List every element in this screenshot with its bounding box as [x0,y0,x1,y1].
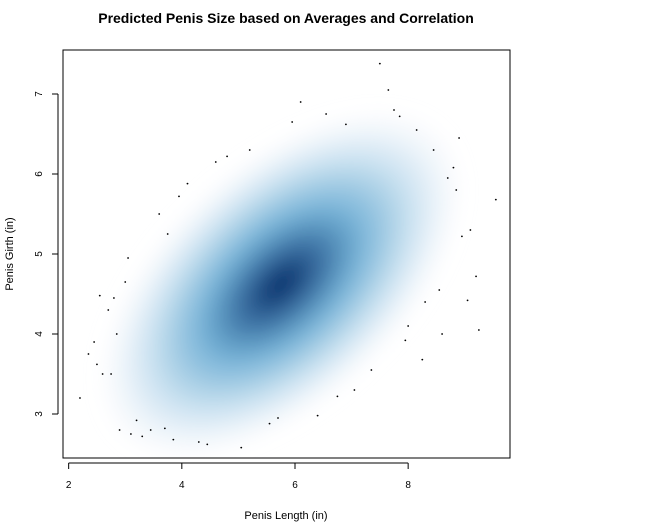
data-point [461,235,463,238]
data-point [466,299,469,302]
data-point [166,233,169,235]
data-point [353,389,356,391]
data-point [370,369,373,371]
y-tick-label: 4 [34,331,45,337]
x-tick-label: 6 [292,480,298,491]
data-point [172,438,175,441]
density-layer [101,112,460,457]
y-tick-label: 3 [34,411,45,417]
data-point [415,129,418,131]
data-point [206,443,209,446]
data-point [407,325,410,327]
data-point [316,414,319,417]
data-point [325,113,328,115]
x-tick-label: 2 [66,480,72,491]
x-tick-label: 8 [405,480,411,491]
data-point [393,109,395,111]
data-point [424,301,427,303]
data-point [135,419,138,422]
data-point [163,427,166,430]
data-point [469,229,472,231]
data-point [93,341,96,343]
data-point [79,397,81,399]
data-point [404,339,407,342]
y-axis-label: Penis Girth (in) [4,217,16,290]
data-point [186,182,189,185]
outlier-points [79,62,497,449]
data-point [455,189,458,191]
data-point [398,115,401,118]
density-blobs [101,112,460,457]
data-point [178,195,180,198]
data-point [378,62,381,65]
data-point [248,149,251,151]
data-point [226,155,228,158]
chart-title: Predicted Penis Size based on Averages a… [98,10,474,26]
data-point [214,161,217,163]
data-point [141,435,144,438]
data-point [291,121,294,123]
data-point [158,213,161,215]
data-point [110,373,112,375]
data-point [98,294,101,297]
data-point [127,257,129,259]
data-point [118,429,121,431]
data-point [452,166,455,169]
data-point [197,441,200,443]
data-point [87,353,90,355]
data-point [113,297,115,299]
data-point [345,123,347,126]
data-point [107,309,110,311]
data-point [441,333,443,335]
data-point [446,177,449,179]
data-point [96,363,98,366]
data-point [101,373,104,375]
data-point [336,395,339,398]
data-point [115,333,118,335]
data-point [268,422,271,425]
x-tick-label: 4 [179,480,185,491]
data-point [149,429,152,431]
x-axis: 2 4 6 8 [66,462,411,491]
data-point [277,417,279,419]
y-tick-label: 5 [34,251,45,257]
data-point [124,281,127,283]
y-tick-label: 6 [34,171,45,177]
data-point [432,149,435,151]
data-point [299,101,302,103]
data-point [494,198,497,201]
data-point [438,289,441,291]
data-point [475,275,477,278]
data-point [458,137,460,139]
density-level [264,268,298,301]
data-point [421,358,424,361]
data-point [477,329,480,331]
data-point [387,89,390,91]
plot-frame [62,49,511,459]
x-axis-label: Penis Length (in) [244,510,327,522]
y-tick-label: 7 [34,91,45,97]
y-axis: 3 4 5 6 7 [34,91,59,417]
data-point [240,446,243,449]
data-point [130,433,132,435]
